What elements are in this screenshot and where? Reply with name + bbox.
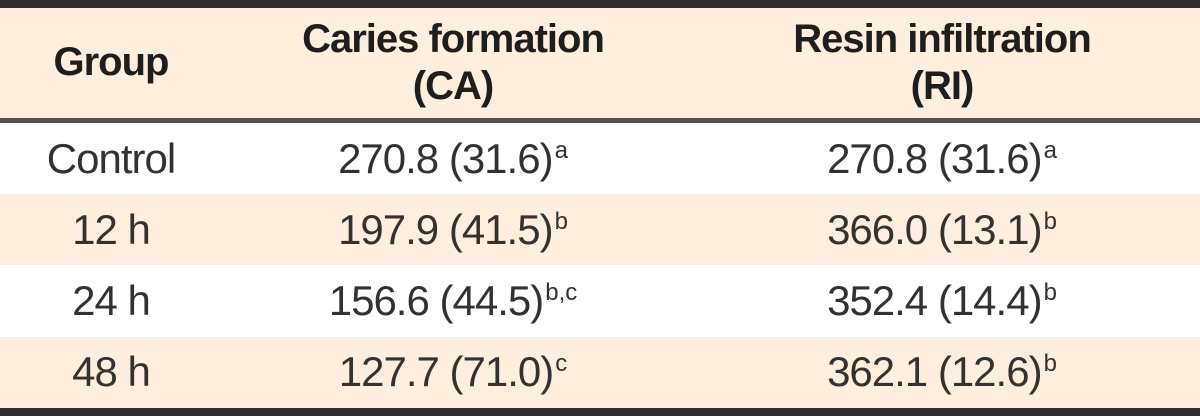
ri-value: 270.8 (31.6) <box>827 134 1042 182</box>
header-resin-infiltration: Resin infiltration (RI) <box>684 8 1200 123</box>
header-ca-line1: Caries formation <box>302 16 605 61</box>
table-row: 12 h 197.9 (41.5)b 366.0 (13.1)b <box>0 194 1200 266</box>
header-ri-line2: (RI) <box>910 64 975 108</box>
ri-value: 362.1 (12.6) <box>827 348 1042 396</box>
ri-value: 352.4 (14.4) <box>827 277 1042 325</box>
header-group: Group <box>0 8 222 123</box>
significance-superscript: a <box>1043 136 1057 164</box>
data-table: Group Caries formation (CA) Resin infilt… <box>0 8 1200 408</box>
cell-ca: 270.8 (31.6)a <box>222 121 684 195</box>
cell-group: 48 h <box>0 336 222 408</box>
cell-ca: 197.9 (41.5)b <box>222 194 684 266</box>
significance-superscript: b <box>1043 207 1057 235</box>
header-caries-formation: Caries formation (CA) <box>222 8 684 123</box>
significance-superscript: c <box>555 350 568 378</box>
significance-superscript: b <box>1043 279 1057 307</box>
cell-group: 12 h <box>0 194 222 266</box>
ca-value: 127.7 (71.0) <box>338 348 554 396</box>
header-row: Group Caries formation (CA) Resin infilt… <box>0 8 1200 123</box>
cell-ri: 270.8 (31.6)a <box>684 121 1200 195</box>
cell-group: 24 h <box>72 277 151 325</box>
cell-ca: 127.7 (71.0)c <box>222 336 684 408</box>
ca-value: 270.8 (31.6) <box>338 134 553 182</box>
cell-ri: 352.4 (14.4)b <box>684 265 1200 336</box>
significance-superscript: b <box>554 207 568 235</box>
significance-superscript: b,c <box>545 279 578 307</box>
ca-value: 197.9 (41.5) <box>338 205 553 253</box>
cell-ri: 366.0 (13.1)b <box>684 194 1200 266</box>
cell-ca: 156.6 (44.5)b,c <box>222 265 684 336</box>
table-row: 48 h 127.7 (71.0)c 362.1 (12.6)b <box>0 336 1200 408</box>
significance-superscript: b <box>1043 350 1057 378</box>
table-body: Control 270.8 (31.6)a 270.8 (31.6)a 12 h… <box>0 121 1200 408</box>
table-row: Control 270.8 (31.6)a 270.8 (31.6)a <box>0 121 1200 195</box>
cell-ri: 362.1 (12.6)b <box>684 336 1200 408</box>
header-ca-line2: (CA) <box>412 64 494 108</box>
significance-superscript: a <box>554 136 568 164</box>
table-header: Group Caries formation (CA) Resin infilt… <box>0 8 1200 123</box>
cell-group: Control <box>46 134 176 182</box>
table-row: 24 h 156.6 (44.5)b,c 352.4 (14.4)b <box>0 265 1200 336</box>
ca-value: 156.6 (44.5) <box>328 277 544 325</box>
header-group-label: Group <box>53 40 170 85</box>
ri-value: 366.0 (13.1) <box>827 205 1042 253</box>
header-ri-line1: Resin infiltration <box>793 16 1092 61</box>
